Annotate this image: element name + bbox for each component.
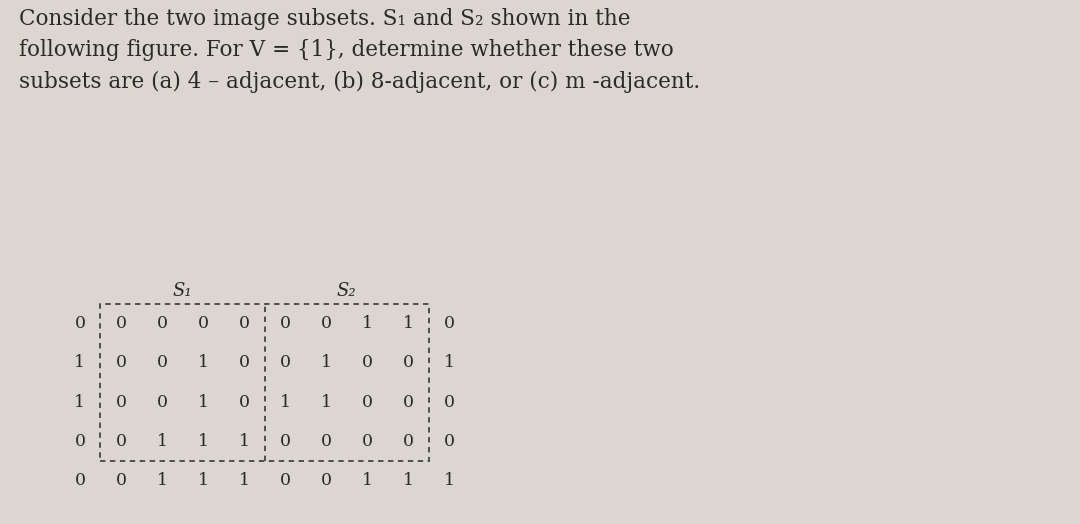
Text: 0: 0	[239, 315, 249, 332]
Text: 1: 1	[321, 394, 332, 411]
Text: Consider the two image subsets. S₁ and S₂ shown in the
following figure. For V =: Consider the two image subsets. S₁ and S…	[19, 8, 701, 93]
Text: 0: 0	[280, 433, 291, 450]
Text: 0: 0	[362, 433, 373, 450]
Text: 0: 0	[157, 315, 167, 332]
Text: 0: 0	[362, 354, 373, 372]
Text: 0: 0	[116, 394, 126, 411]
Text: 0: 0	[362, 394, 373, 411]
Text: 1: 1	[280, 394, 291, 411]
Text: 0: 0	[116, 315, 126, 332]
Text: 1: 1	[75, 354, 85, 372]
Text: 0: 0	[403, 394, 414, 411]
Text: 1: 1	[321, 354, 332, 372]
Text: 1: 1	[444, 472, 455, 489]
Text: 1: 1	[403, 472, 414, 489]
Text: 0: 0	[280, 354, 291, 372]
Text: 0: 0	[444, 315, 455, 332]
Text: 0: 0	[321, 433, 332, 450]
Text: 1: 1	[239, 433, 249, 450]
Text: 0: 0	[280, 315, 291, 332]
Text: 0: 0	[239, 354, 249, 372]
Text: 1: 1	[198, 472, 208, 489]
Text: 1: 1	[157, 472, 167, 489]
Text: 0: 0	[116, 472, 126, 489]
Text: 0: 0	[116, 433, 126, 450]
Text: 0: 0	[321, 472, 332, 489]
Text: S₂: S₂	[337, 282, 356, 300]
Bar	[100, 304, 429, 461]
Text: 1: 1	[75, 394, 85, 411]
Text: 0: 0	[75, 433, 85, 450]
Text: 1: 1	[198, 433, 208, 450]
Text: 0: 0	[280, 472, 291, 489]
Text: S₁: S₁	[173, 282, 192, 300]
Text: 0: 0	[403, 433, 414, 450]
Text: 1: 1	[362, 315, 373, 332]
Text: 1: 1	[362, 472, 373, 489]
Text: 0: 0	[444, 433, 455, 450]
Text: 1: 1	[239, 472, 249, 489]
Text: 1: 1	[403, 315, 414, 332]
Text: 0: 0	[157, 394, 167, 411]
Text: 1: 1	[157, 433, 167, 450]
Text: 0: 0	[198, 315, 208, 332]
Text: 0: 0	[116, 354, 126, 372]
Text: 1: 1	[198, 394, 208, 411]
Text: 1: 1	[444, 354, 455, 372]
Text: 0: 0	[157, 354, 167, 372]
Text: 0: 0	[75, 472, 85, 489]
Text: 0: 0	[239, 394, 249, 411]
Text: 1: 1	[198, 354, 208, 372]
Text: 0: 0	[75, 315, 85, 332]
Text: 0: 0	[321, 315, 332, 332]
Text: 0: 0	[444, 394, 455, 411]
Text: 0: 0	[403, 354, 414, 372]
